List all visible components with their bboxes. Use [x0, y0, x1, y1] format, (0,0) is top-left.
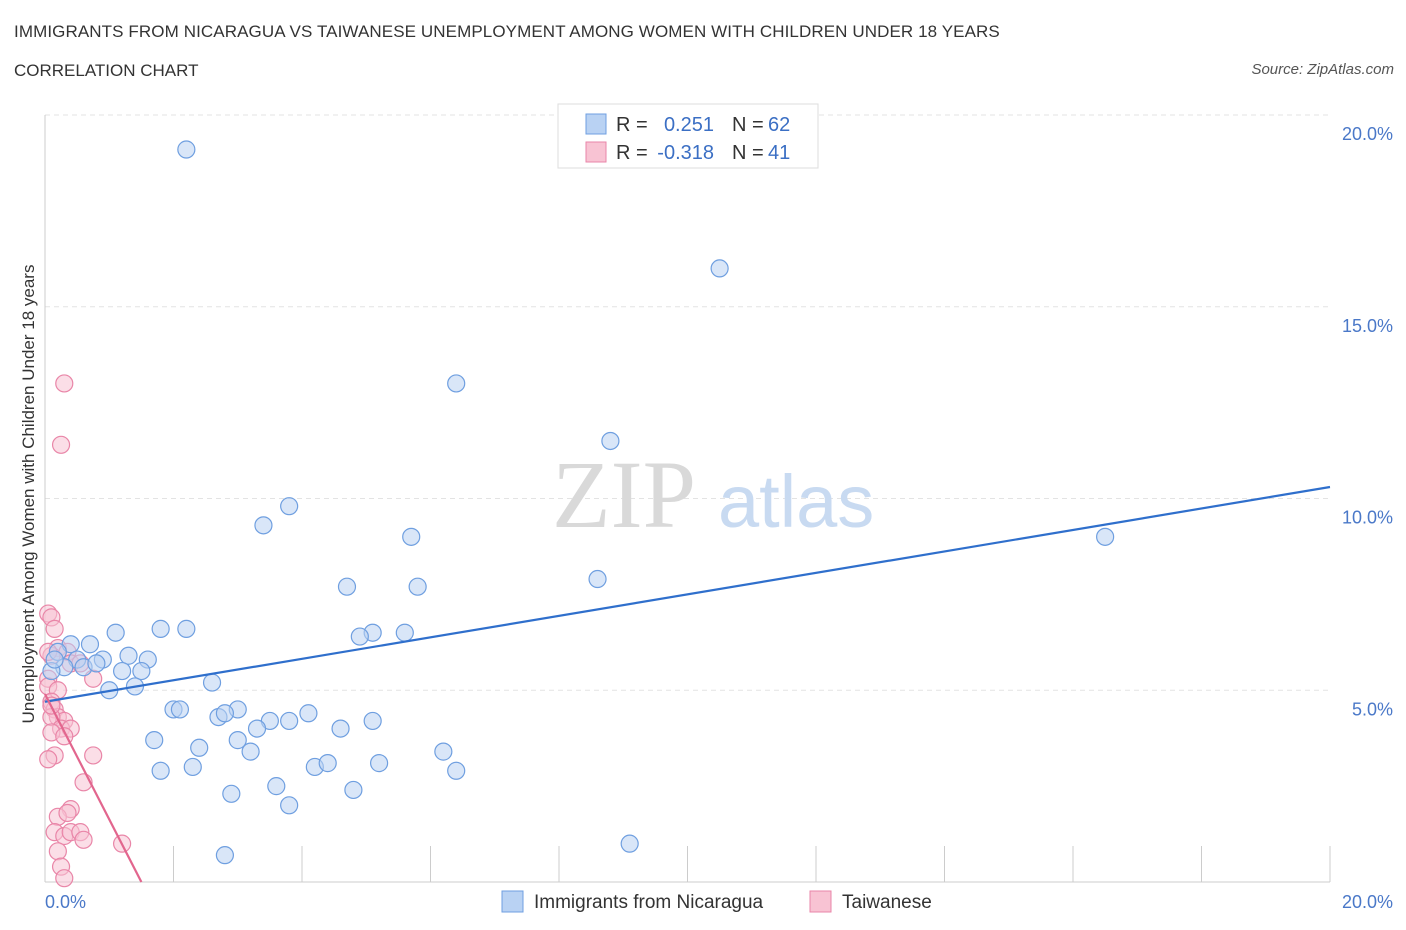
nicaragua-point-37 — [299, 704, 318, 723]
y-axis-label: Unemployment Among Women with Children U… — [19, 265, 38, 724]
x-tick-labels: 0.0% 20.0% — [45, 892, 1393, 912]
x-tick-label-min: 0.0% — [45, 892, 86, 912]
nicaragua-point-7 — [1096, 527, 1115, 546]
nicaragua-point-59 — [215, 846, 234, 865]
taiwanese-point-25 — [84, 746, 103, 765]
taiwanese-trend-line — [44, 693, 143, 883]
taiwanese-point-24 — [39, 750, 58, 769]
series-label-taiwanese: Taiwanese — [842, 892, 932, 913]
nicaragua-point-57 — [280, 796, 299, 815]
nicaragua-point-39 — [280, 711, 299, 731]
legend-n-value-2: 41 — [768, 142, 790, 164]
nicaragua-point-8 — [588, 569, 607, 589]
nicaragua-point-14 — [350, 627, 369, 646]
taiwanese-point-34 — [74, 830, 93, 849]
x-tick-label-max: 20.0% — [1342, 892, 1393, 912]
y-tick-label-1: 10.0% — [1342, 508, 1393, 528]
nicaragua-point-52 — [151, 761, 170, 780]
nicaragua-point-45 — [190, 738, 209, 757]
taiwanese-point-1 — [51, 435, 71, 454]
series-legend: Immigrants from Nicaragua Taiwanese — [501, 890, 932, 913]
nicaragua-point-56 — [344, 780, 363, 800]
nicaragua-point-44 — [145, 731, 164, 750]
chart-title: IMMIGRANTS FROM NICARAGUA VS TAIWANESE U… — [14, 22, 1000, 41]
watermark-zip: ZIP — [552, 441, 696, 548]
nicaragua-point-12 — [177, 619, 196, 638]
nicaragua-point-5 — [254, 516, 273, 535]
legend-r-value-1: 0.251 — [664, 114, 714, 136]
nicaragua-point-27 — [112, 661, 132, 681]
trend-lines — [44, 485, 1331, 883]
nicaragua-point-48 — [183, 757, 202, 777]
nicaragua-point-2 — [447, 374, 466, 393]
legend-n-label-2: N = — [732, 142, 764, 164]
y-tick-label-3: 20.0% — [1342, 124, 1393, 144]
nicaragua-point-11 — [151, 619, 170, 638]
nicaragua-point-33 — [170, 700, 190, 719]
y-tick-labels: 5.0% 10.0% 15.0% 20.0% — [1342, 124, 1393, 719]
legend-swatch-pink — [585, 141, 607, 163]
nicaragua-point-40 — [363, 711, 382, 731]
nicaragua-point-31 — [202, 673, 222, 692]
nicaragua-point-55 — [222, 784, 241, 803]
nicaragua-point-28 — [132, 661, 151, 681]
nicaragua-point-10 — [408, 577, 427, 596]
gridlines — [45, 114, 1330, 691]
nicaragua-point-46 — [241, 742, 260, 761]
nicaragua-point-3 — [601, 431, 620, 451]
nicaragua-point-41 — [247, 719, 267, 738]
y-tick-label-0: 5.0% — [1352, 699, 1393, 719]
nicaragua-point-18 — [80, 635, 100, 654]
legend-r-label-2: R = — [616, 142, 648, 164]
nicaragua-point-9 — [337, 577, 357, 596]
chart-subtitle: CORRELATION CHART — [14, 61, 199, 80]
nicaragua-point-51 — [370, 754, 389, 773]
nicaragua-point-50 — [318, 754, 337, 773]
nicaragua-trend-line — [44, 485, 1331, 703]
legend-r-value-2: -0.318 — [657, 142, 714, 164]
nicaragua-point-26 — [87, 654, 106, 673]
watermark-atlas: atlas — [718, 460, 874, 543]
taiwanese-point-4 — [45, 619, 64, 638]
x-tick-marks — [173, 846, 1331, 882]
taiwanese-point-35 — [48, 842, 67, 861]
taiwanese-point-37 — [55, 869, 74, 888]
nicaragua-point-4 — [280, 497, 299, 516]
legend-n-label-1: N = — [732, 114, 764, 136]
correlation-legend: R = 0.251 N = 62 R = -0.318 N = 41 — [557, 103, 819, 169]
y-tick-label-2: 15.0% — [1342, 316, 1393, 336]
nicaragua-point-43 — [228, 731, 247, 750]
nicaragua-point-61 — [45, 650, 64, 669]
nicaragua-point-36 — [215, 704, 234, 723]
legend-n-value-1: 62 — [768, 114, 790, 136]
nicaragua-point-1 — [710, 259, 729, 278]
nicaragua-point-42 — [331, 719, 350, 738]
nicaragua-point-20 — [119, 646, 138, 665]
taiwanese-point-29 — [58, 803, 77, 823]
nicaragua-point-16 — [106, 623, 125, 642]
series-swatch-taiwanese — [809, 890, 832, 913]
watermark: ZIP atlas — [552, 441, 874, 548]
nicaragua-point-47 — [434, 742, 453, 761]
nicaragua-points — [42, 140, 1115, 865]
legend-r-label-1: R = — [616, 114, 648, 136]
nicaragua-point-15 — [395, 623, 414, 642]
nicaragua-point-0 — [177, 140, 196, 159]
nicaragua-point-53 — [447, 761, 466, 780]
legend-swatch-blue — [585, 113, 607, 135]
nicaragua-point-6 — [402, 527, 421, 546]
taiwanese-point-0 — [55, 374, 74, 393]
series-swatch-nicaragua — [501, 890, 524, 913]
series-label-nicaragua: Immigrants from Nicaragua — [534, 892, 764, 913]
source-credit: Source: ZipAtlas.com — [1251, 61, 1394, 78]
nicaragua-point-58 — [620, 834, 639, 853]
nicaragua-point-54 — [267, 777, 286, 796]
